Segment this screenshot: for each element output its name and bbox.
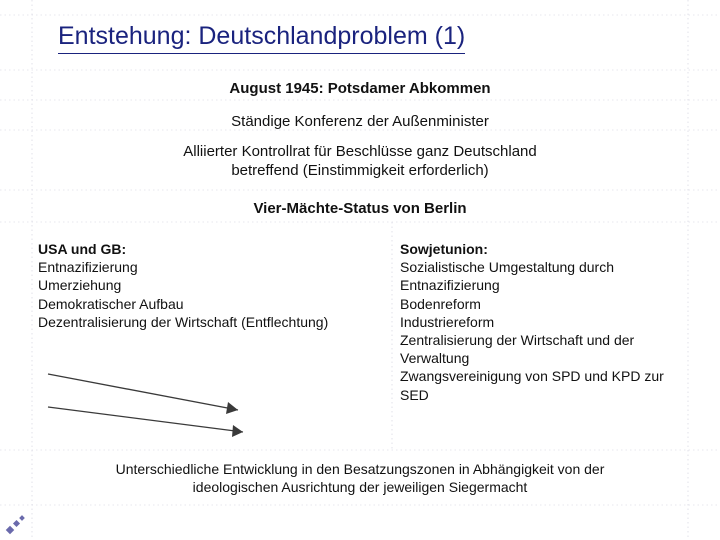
right-item: Entnazifizierung bbox=[400, 276, 682, 294]
left-item: Demokratischer Aufbau bbox=[38, 295, 386, 313]
right-head: Sowjetunion: bbox=[400, 240, 682, 258]
corner-decoration-icon bbox=[5, 507, 33, 535]
arrow-graphic bbox=[38, 362, 258, 452]
left-item: Entnazifizierung bbox=[38, 258, 386, 276]
footer-text: Unterschiedliche Entwicklung in den Besa… bbox=[0, 460, 720, 496]
subtitle-berlin: Vier-Mächte-Status von Berlin bbox=[0, 200, 720, 217]
left-item: Dezentralisierung der Wirtschaft (Entfle… bbox=[38, 313, 386, 331]
right-item: Zwangsvereinigung von SPD und KPD zur SE… bbox=[400, 367, 682, 403]
right-column: Sowjetunion: Sozialistische Umgestaltung… bbox=[400, 240, 682, 404]
subtitle-potsdam: August 1945: Potsdamer Abkommen bbox=[0, 80, 720, 97]
slide-title: Entstehung: Deutschlandproblem (1) bbox=[58, 22, 465, 54]
left-item: Umerziehung bbox=[38, 276, 386, 294]
right-item: Industriereform bbox=[400, 313, 682, 331]
subtitle-kontrollrat: Alliierter Kontrollrat für Beschlüsse ga… bbox=[0, 143, 720, 181]
subtitle-conference: Ständige Konferenz der Außenminister bbox=[0, 113, 720, 130]
right-item: Bodenreform bbox=[400, 295, 682, 313]
left-head: USA und GB: bbox=[38, 240, 386, 258]
right-item: Sozialistische Umgestaltung durch bbox=[400, 258, 682, 276]
right-item: Zentralisierung der Wirtschaft und der V… bbox=[400, 331, 682, 367]
